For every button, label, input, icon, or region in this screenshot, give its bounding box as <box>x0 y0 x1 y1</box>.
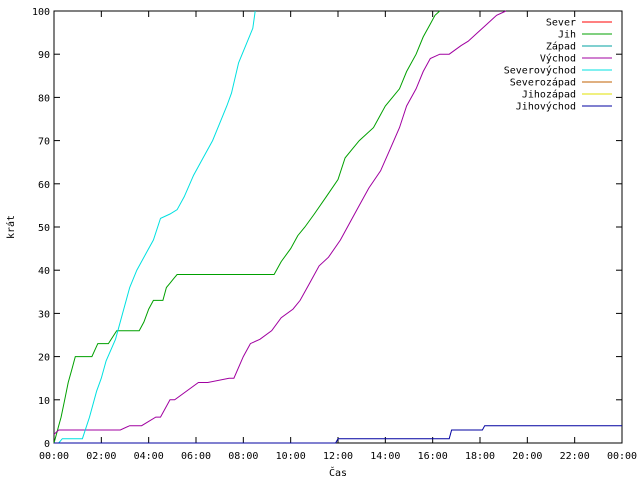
legend-label: Jihozápad <box>522 89 576 101</box>
x-tick-label: 16:00 <box>418 451 448 462</box>
series-line-jihovýchod <box>54 425 622 444</box>
x-tick-label: 12:00 <box>323 451 353 462</box>
x-tick-label: 14:00 <box>370 451 400 462</box>
legend-label: Severovýchod <box>504 65 576 77</box>
y-tick-label: 80 <box>38 93 50 104</box>
x-axis-label: Čas <box>329 466 347 479</box>
y-tick-label: 0 <box>44 439 50 450</box>
legend-label: Východ <box>540 53 576 65</box>
x-tick-label: 02:00 <box>86 451 116 462</box>
legend: SeverJihZápadVýchodSeverovýchodSeverozáp… <box>504 18 612 113</box>
legend-label: Jihovýchod <box>516 101 576 113</box>
y-tick-label: 60 <box>38 180 50 191</box>
legend-label: Severozápad <box>510 77 576 89</box>
y-tick-label: 50 <box>38 223 50 234</box>
y-tick-label: 90 <box>38 50 50 61</box>
x-tick-label: 04:00 <box>134 451 164 462</box>
x-tick-label: 00:00 <box>607 451 637 462</box>
x-tick-label: 20:00 <box>512 451 542 462</box>
y-tick-label: 70 <box>38 137 50 148</box>
series-line-severovýchod <box>58 10 256 444</box>
y-tick-label: 30 <box>38 309 50 320</box>
y-axis-label: krát <box>5 215 17 239</box>
series-line-východ <box>53 10 507 435</box>
x-tick-label: 10:00 <box>276 451 306 462</box>
x-tick-label: 08:00 <box>228 451 258 462</box>
series-line-jih <box>53 10 441 444</box>
x-tick-label: 18:00 <box>465 451 495 462</box>
legend-label: Sever <box>546 18 576 29</box>
y-tick-label: 40 <box>38 266 50 277</box>
series-lines <box>53 10 622 444</box>
y-tick-label: 100 <box>32 7 50 18</box>
axis-ticks: 0 10 20 30 40 50 60 70 80 90 100 00:00 02:00 04:00 06:… <box>32 7 637 462</box>
legend-label: Jih <box>558 30 576 41</box>
x-tick-label: 00:00 <box>39 451 69 462</box>
legend-label: Západ <box>546 41 576 53</box>
y-tick-label: 20 <box>38 353 50 364</box>
x-tick-label: 06:00 <box>181 451 211 462</box>
y-tick-label: 10 <box>38 396 50 407</box>
x-tick-label: 22:00 <box>560 451 590 462</box>
